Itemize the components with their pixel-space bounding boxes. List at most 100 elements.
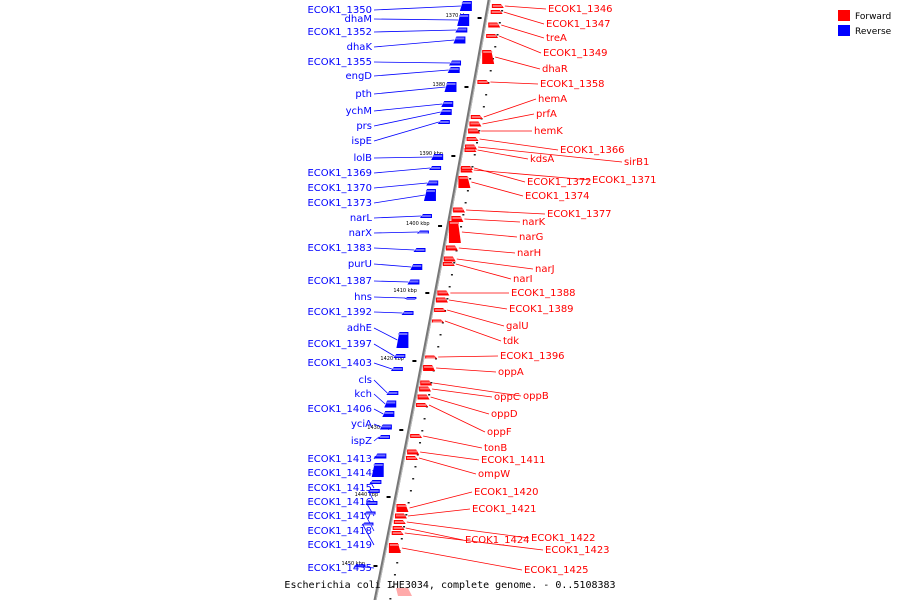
- reverse-gene-leader: [373, 61, 451, 64]
- reverse-gene-label: ECOK1_1406: [307, 404, 372, 415]
- forward-gene-leader: [430, 396, 490, 415]
- reverse-gene-label: ECOK1_1387: [307, 276, 372, 287]
- forward-gene-leader: [409, 491, 473, 509]
- reverse-gene-label: ECOK1_1397: [307, 339, 372, 350]
- reverse-gene-leader: [362, 523, 375, 546]
- forward-gene-label: ECOK1_1424: [465, 535, 530, 546]
- scale-tick: [425, 292, 430, 294]
- forward-gene-leader: [407, 508, 471, 517]
- forward-gene-label: prfA: [536, 109, 557, 120]
- sequence-dash: [464, 202, 467, 204]
- forward-gene-label: ECOK1_1389: [509, 304, 574, 315]
- forward-gene-glyph-shine: [443, 263, 453, 265]
- reverse-gene-label: ECOK1_1350: [307, 5, 372, 16]
- reverse-gene-label: ECOK1_1403: [307, 358, 372, 369]
- forward-gene-glyph-shine: [433, 320, 443, 323]
- reverse-gene-glyph-shine: [406, 298, 416, 300]
- backbone-line: [373, 0, 491, 600]
- forward-gene-leader: [438, 355, 499, 358]
- reverse-gene-label: prs: [356, 121, 372, 132]
- sequence-dash: [446, 298, 449, 300]
- reverse-gene-label: ECOK1_1383: [307, 243, 372, 254]
- forward-gene-label: tonB: [484, 443, 507, 454]
- sequence-dash: [482, 106, 485, 108]
- forward-gene-glyph: [448, 221, 461, 243]
- reverse-gene-leader: [373, 343, 395, 357]
- sequence-dash: [476, 142, 479, 144]
- forward-gene-leader: [404, 532, 544, 551]
- reverse-gene-leader: [354, 565, 375, 569]
- reverse-gene-label: kch: [354, 389, 372, 400]
- reverse-gene-leader: [373, 121, 439, 142]
- forward-gene-label: oppD: [491, 409, 518, 420]
- reverse-gene-label: narL: [350, 213, 373, 224]
- forward-gene-glyph-shine: [424, 366, 434, 368]
- reverse-gene-label: ECOK1_1416: [307, 497, 372, 508]
- reverse-gene-glyph-shine: [421, 215, 431, 217]
- forward-gene-leader: [479, 138, 559, 151]
- sequence-dash: [396, 562, 399, 564]
- sequence-dash: [494, 46, 497, 48]
- scale-tick: [464, 86, 469, 88]
- reverse-gene-label: ECOK1_1435: [307, 563, 372, 574]
- reverse-gene-glyph: [371, 463, 384, 477]
- reverse-gene-glyph: [396, 332, 409, 348]
- forward-gene-leader: [446, 309, 505, 327]
- sequence-dash: [453, 262, 456, 264]
- forward-gene-label: tdk: [503, 336, 519, 347]
- sequence-dash: [409, 490, 412, 492]
- sequence-dash: [462, 214, 465, 216]
- forward-gene-leader: [406, 521, 530, 539]
- reverse-gene-label: ECOK1_1373: [307, 198, 372, 209]
- reverse-gene-glyph-shine: [431, 167, 441, 169]
- forward-gene-glyph-shine: [492, 5, 502, 7]
- sequence-dash: [478, 130, 481, 132]
- reverse-gene-glyph-shine: [415, 249, 425, 251]
- scale-tick-label: 1410 kbp: [393, 288, 417, 294]
- forward-gene-label: hemK: [534, 126, 563, 137]
- sequence-dash: [407, 502, 410, 504]
- reverse-gene-leader: [373, 263, 412, 268]
- forward-gene-leader: [503, 11, 545, 25]
- reverse-gene-label: ECOK1_1417: [307, 511, 372, 522]
- forward-gene-label: ompW: [478, 469, 510, 480]
- reverse-gene-leader: [373, 39, 455, 48]
- reverse-gene-label: ispZ: [351, 436, 372, 447]
- forward-gene-leader: [418, 457, 477, 475]
- scale-tick-label: 1370 kbp: [446, 13, 470, 19]
- reverse-gene-glyph-shine: [373, 464, 383, 466]
- legend-label: Reverse: [855, 27, 892, 37]
- forward-gene-glyph-shine: [469, 129, 479, 132]
- forward-gene-label: ECOK1_1396: [500, 351, 565, 362]
- reverse-gene-glyph-shine: [412, 265, 422, 267]
- sequence-dash: [450, 274, 453, 276]
- forward-gene-leader: [423, 435, 483, 449]
- forward-gene-glyph-shine: [395, 514, 405, 517]
- forward-gene-label: narI: [513, 274, 533, 285]
- reverse-gene-label: hns: [354, 292, 372, 303]
- forward-gene-label: galU: [506, 321, 529, 332]
- forward-gene-leader: [436, 367, 497, 373]
- sequence-dash: [437, 346, 440, 348]
- sequence-dash: [489, 70, 492, 72]
- reverse-gene-glyph-shine: [459, 15, 469, 17]
- reverse-gene-glyph-shine: [418, 231, 428, 234]
- scale-tick-label: 1440 kbp: [355, 492, 379, 498]
- forward-gene-glyph-shine: [397, 505, 407, 507]
- sequence-dash: [400, 538, 403, 540]
- reverse-gene-leader: [373, 296, 406, 299]
- reverse-gene-label: dhaM: [345, 14, 372, 25]
- sequence-dash: [466, 190, 469, 192]
- forward-gene-glyph-shine: [487, 35, 497, 37]
- forward-gene-glyph-shine: [465, 149, 475, 151]
- scale-tick: [438, 225, 443, 227]
- reverse-gene-label: yciA: [351, 419, 372, 430]
- reverse-gene-label: ispE: [351, 136, 372, 147]
- reverse-gene-label: ECOK1_1370: [307, 183, 372, 194]
- forward-gene-leader: [466, 209, 546, 215]
- sequence-dash: [430, 382, 433, 384]
- reverse-gene-leader: [373, 111, 441, 127]
- forward-gene-glyph-shine: [452, 217, 462, 219]
- sequence-dash: [421, 430, 424, 432]
- forward-gene-leader: [499, 35, 542, 54]
